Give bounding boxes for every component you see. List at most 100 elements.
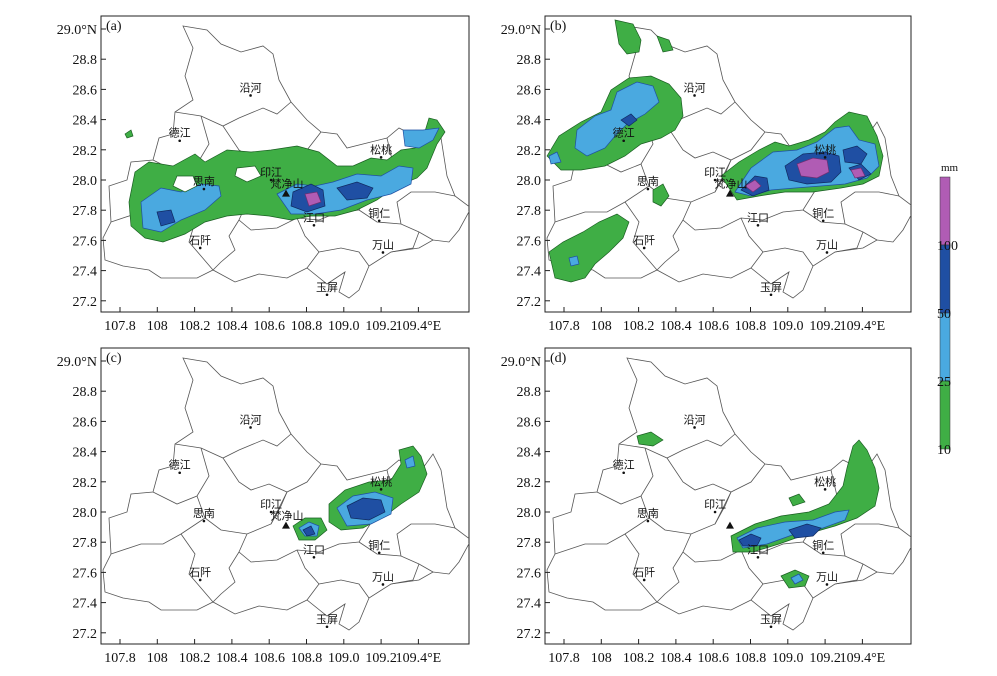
lat-tick-label: 27.2 — [517, 627, 542, 642]
lon-tick-label: 108.6 — [253, 651, 285, 666]
city-label: 玉屏 — [316, 613, 338, 626]
lon-tick-label: 107.8 — [104, 651, 136, 666]
lon-tick-label: 107.8 — [104, 319, 136, 334]
station-triangle-icon — [281, 521, 290, 529]
panel-a-rain-10 — [124, 117, 446, 243]
lon-tick-label: 109.0 — [328, 651, 360, 666]
city-label: 石阡 — [189, 234, 211, 247]
lat-tick-label: 27.8 — [517, 204, 542, 219]
lat-tick-label: 28.0 — [517, 174, 542, 189]
lat-tick-label: 29.0°N — [501, 23, 541, 38]
lon-tick-label: 107.8 — [548, 319, 580, 334]
colorbar-level-label: 10 — [937, 443, 951, 458]
city-marker — [381, 583, 385, 586]
city-label: 万山 — [372, 238, 394, 251]
colorbar-swatch — [939, 312, 951, 382]
lon-tick-label: 109.2 — [809, 651, 841, 666]
lon-tick-label: 108.8 — [291, 651, 323, 666]
city-marker — [713, 510, 717, 514]
panel-b-label: (b) — [550, 19, 567, 34]
city-marker — [646, 519, 650, 523]
lat-tick-label: 27.4 — [73, 265, 98, 280]
city-marker — [377, 219, 381, 223]
city-marker — [249, 426, 252, 429]
city-marker — [269, 178, 273, 182]
city-label: 万山 — [816, 238, 838, 251]
lat-tick-label: 28.8 — [73, 385, 98, 400]
lat-tick-label: 28.8 — [517, 53, 542, 68]
city-label: 德江 — [169, 458, 191, 472]
city-label: 松桃 — [814, 142, 836, 156]
lon-tick-label: 109.0 — [772, 651, 804, 666]
city-label: 松桃 — [370, 142, 392, 156]
city-label: 铜仁 — [368, 206, 390, 220]
lon-tick-label: 108.4 — [660, 651, 692, 666]
city-label: 沿河 — [240, 81, 262, 94]
lat-tick-label: 27.2 — [73, 295, 98, 310]
city-marker — [178, 471, 181, 475]
lat-tick-label: 27.4 — [517, 265, 542, 280]
city-label: 铜仁 — [812, 538, 834, 552]
lat-tick-label: 28.2 — [73, 476, 98, 491]
lat-tick-label: 27.8 — [517, 536, 542, 551]
city-label: 思南 — [637, 175, 659, 188]
city-label: 沿河 — [684, 413, 706, 426]
lon-tick-label: 108.2 — [179, 319, 211, 334]
lat-tick-label: 27.6 — [517, 566, 542, 581]
lon-tick-label: 108.8 — [291, 319, 323, 334]
lat-tick-label: 28.0 — [73, 506, 98, 521]
lat-tick-label: 27.6 — [517, 234, 542, 249]
city-label: 玉屏 — [760, 281, 782, 294]
lon-tick-label: 108.8 — [735, 651, 767, 666]
panel-a-annotations: 107.8 108 108.2 108.4 108.6 108.8 109.0 109.210… — [57, 23, 441, 334]
lat-tick-label: 28.8 — [517, 385, 542, 400]
city-marker — [202, 187, 206, 191]
city-label: 松桃 — [814, 474, 836, 488]
lon-tick-label: 108.8 — [735, 319, 767, 334]
station-label: 梵净山 — [270, 509, 303, 523]
lon-tick-label: 108.4 — [216, 651, 248, 666]
lat-tick-label: 28.0 — [73, 174, 98, 189]
lat-tick-label: 27.2 — [517, 295, 542, 310]
city-marker — [823, 156, 827, 159]
lat-tick-label: 28.6 — [517, 415, 542, 430]
city-marker — [825, 583, 829, 586]
city-marker — [312, 224, 316, 227]
city-label: 石阡 — [633, 234, 655, 247]
lon-tick-label: 107.8 — [548, 651, 580, 666]
lat-tick-label: 28.6 — [517, 83, 542, 98]
station-triangle-icon — [725, 521, 734, 529]
station-label: 梵净山 — [270, 177, 303, 191]
panel-c-rain-50 — [302, 497, 386, 537]
colorbar-swatch — [939, 176, 951, 246]
station-label: 梵净山 — [714, 177, 747, 191]
lat-tick-label: 28.2 — [73, 144, 98, 159]
city-label: 松桃 — [370, 474, 392, 488]
lon-tick-label: 109.4°E — [396, 651, 442, 666]
colorbar-level-label: 25 — [937, 375, 951, 390]
lon-tick-label: 108.6 — [253, 319, 285, 334]
city-label: 万山 — [816, 570, 838, 583]
panel-b-rain-100 — [744, 157, 866, 193]
lon-tick-label: 109.4°E — [840, 319, 886, 334]
lon-tick-label: 109.0 — [772, 319, 804, 334]
city-label: 江口 — [747, 211, 769, 224]
city-marker — [756, 224, 760, 227]
station-triangle-icon — [281, 189, 290, 197]
panel-d: (d) — [544, 347, 912, 645]
city-label: 江口 — [747, 543, 769, 556]
lon-tick-label: 109.2 — [365, 651, 397, 666]
colorbar-unit: mm — [941, 162, 959, 174]
lat-tick-label: 29.0°N — [501, 355, 541, 370]
lat-tick-label: 28.8 — [73, 53, 98, 68]
panel-b-annotations: 107.8 108 108.2 108.4 108.6 108.8 109.0 109.210… — [501, 23, 885, 334]
city-label: 印江 — [704, 166, 726, 179]
lon-tick-label: 108 — [147, 651, 168, 666]
colorbar-swatch — [939, 244, 951, 314]
colorbar-level-label: 100 — [937, 239, 958, 254]
station-triangle-icon — [725, 189, 734, 197]
city-marker — [642, 578, 646, 582]
city-marker — [713, 178, 717, 182]
city-label: 江口 — [303, 543, 325, 556]
lat-tick-label: 27.6 — [73, 234, 98, 249]
